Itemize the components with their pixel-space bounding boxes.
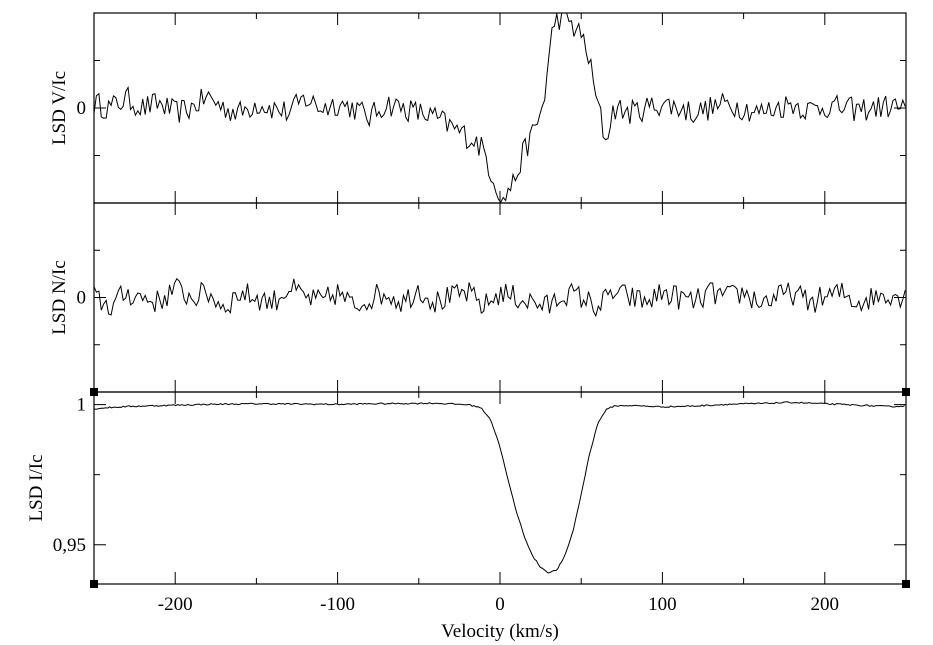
y-tick-label: 0 [77, 288, 87, 309]
x-tick-label: 100 [648, 594, 677, 615]
n-panel-frame [93, 202, 907, 393]
x-axis-label: Velocity (km/s) [441, 621, 559, 642]
i-panel: 1 0,95 LSD I/Ic -200 -100 0 100 200 Velocity (km… [26, 391, 907, 642]
panels-group: 0 LSD V/Ic 0 LSD N/Ic 1 0,95 LSD I/Ic -200 -100 0… [26, 12, 910, 642]
i-panel-frame [93, 391, 907, 585]
v-panel-series-line [93, 12, 906, 203]
resize-handle[interactable] [90, 580, 98, 588]
x-tick-label: 200 [811, 594, 840, 615]
y-tick-label: 0,95 [53, 535, 86, 556]
y-tick-label: 0 [77, 98, 87, 119]
n-panel-ylabel: LSD N/Ic [49, 260, 70, 334]
i-panel-series-line [93, 401, 905, 574]
n-panel-series-line [93, 277, 906, 318]
i-panel-ylabel: LSD I/Ic [26, 454, 47, 521]
x-tick-label: -100 [320, 594, 355, 615]
resize-handle[interactable] [90, 388, 98, 396]
n-panel: 0 LSD N/Ic [49, 202, 907, 393]
v-panel: 0 LSD V/Ic [49, 12, 907, 204]
v-panel-ylabel: LSD V/Ic [49, 71, 70, 145]
y-tick-label: 1 [77, 395, 87, 416]
resize-handle[interactable] [902, 388, 910, 396]
x-tick-label: 0 [495, 594, 505, 615]
x-tick-label: -200 [158, 594, 193, 615]
resize-handle[interactable] [902, 580, 910, 588]
